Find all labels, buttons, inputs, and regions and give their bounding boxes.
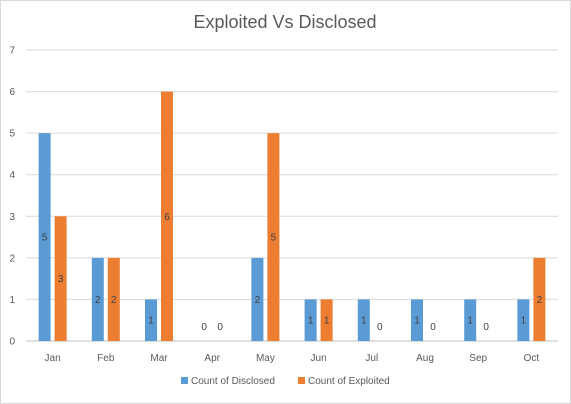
- data-label: 0: [201, 322, 207, 333]
- data-label: 2: [537, 295, 543, 306]
- x-tick-label: Jul: [365, 353, 378, 364]
- data-label: 6: [164, 212, 170, 223]
- data-label: 1: [521, 316, 527, 327]
- data-label: 5: [42, 233, 48, 244]
- x-tick-label: Sep: [469, 353, 487, 364]
- bar-disclosed-sep: [464, 299, 477, 341]
- bar-exploited-oct: [533, 257, 546, 341]
- data-label: 2: [255, 295, 261, 306]
- bar-exploited-jun: [320, 299, 333, 341]
- bars: [38, 91, 546, 341]
- data-label: 1: [361, 316, 367, 327]
- y-tick-label: 0: [9, 337, 15, 348]
- data-label: 1: [148, 316, 154, 327]
- bar-exploited-jan: [54, 216, 67, 341]
- bar-disclosed-feb: [91, 257, 104, 341]
- bar-disclosed-jul: [357, 299, 370, 341]
- x-axis-ticks: Jan Feb Mar Apr May Jun Jul Aug Sep Oct: [45, 353, 540, 364]
- data-label: 3: [58, 274, 64, 285]
- data-label: 1: [414, 316, 420, 327]
- data-label: 0: [483, 322, 489, 333]
- y-tick-label: 6: [9, 87, 15, 98]
- bar-disclosed-may: [251, 257, 264, 341]
- y-tick-label: 4: [9, 170, 15, 181]
- legend-swatch: [181, 377, 188, 384]
- x-tick-label: May: [256, 353, 275, 364]
- data-label: 0: [377, 322, 383, 333]
- y-tick-label: 5: [9, 129, 15, 140]
- y-tick-label: 2: [9, 253, 15, 264]
- bar-exploited-may: [267, 133, 280, 341]
- y-tick-label: 7: [9, 46, 15, 57]
- y-tick-label: 3: [9, 212, 15, 223]
- legend-label: Count of Exploited: [308, 376, 390, 387]
- x-tick-label: Jun: [311, 353, 327, 364]
- data-label: 1: [467, 316, 473, 327]
- x-tick-label: Aug: [416, 353, 434, 364]
- y-axis-ticks: 0 1 2 3 4 5 6 7: [9, 46, 15, 348]
- data-label: 1: [308, 316, 314, 327]
- x-tick-label: Apr: [204, 353, 220, 364]
- data-label: 1: [324, 316, 330, 327]
- bar-disclosed-jan: [38, 133, 51, 341]
- x-tick-label: Jan: [45, 353, 61, 364]
- data-label: 0: [217, 322, 223, 333]
- legend-label: Count of Disclosed: [191, 376, 275, 387]
- bar-exploited-feb: [107, 257, 120, 341]
- data-label: 0: [430, 322, 436, 333]
- data-label: 5: [271, 233, 277, 244]
- bar-disclosed-mar: [145, 299, 157, 341]
- x-tick-label: Feb: [97, 353, 115, 364]
- legend-swatch: [298, 377, 305, 384]
- x-tick-label: Oct: [524, 353, 540, 364]
- y-tick-label: 1: [9, 295, 15, 306]
- bar-exploited-mar: [161, 91, 173, 341]
- legend: Count of Disclosed Count of Exploited: [181, 376, 390, 387]
- gridlines: [26, 49, 558, 342]
- data-label: 2: [95, 295, 101, 306]
- bar-disclosed-oct: [517, 299, 530, 341]
- chart-title: Exploited Vs Disclosed: [193, 12, 376, 32]
- bar-disclosed-aug: [411, 299, 423, 341]
- bar-disclosed-jun: [304, 299, 317, 341]
- x-tick-label: Mar: [150, 353, 168, 364]
- data-label: 2: [111, 295, 117, 306]
